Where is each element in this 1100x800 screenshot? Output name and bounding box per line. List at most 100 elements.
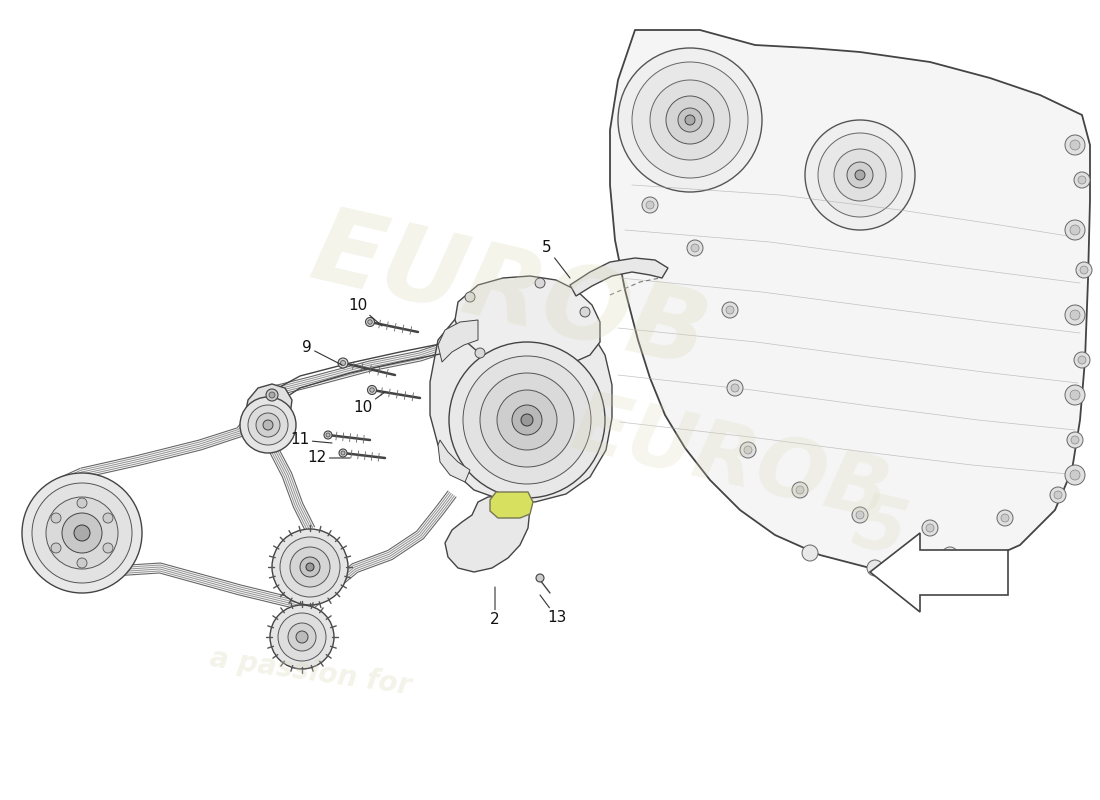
- Circle shape: [535, 278, 544, 288]
- Circle shape: [365, 318, 374, 326]
- Circle shape: [855, 170, 865, 180]
- Text: 13: 13: [540, 595, 566, 626]
- Circle shape: [449, 342, 605, 498]
- Circle shape: [1071, 436, 1079, 444]
- Circle shape: [805, 120, 915, 230]
- Text: 5: 5: [542, 241, 570, 278]
- Circle shape: [341, 451, 345, 455]
- Circle shape: [280, 537, 340, 597]
- Text: 5: 5: [846, 488, 914, 572]
- Circle shape: [74, 525, 90, 541]
- Circle shape: [1070, 140, 1080, 150]
- Circle shape: [834, 149, 886, 201]
- Circle shape: [1065, 305, 1085, 325]
- Text: 9: 9: [302, 339, 342, 365]
- Circle shape: [536, 574, 544, 582]
- Circle shape: [475, 348, 485, 358]
- Polygon shape: [438, 440, 470, 482]
- Circle shape: [1065, 135, 1085, 155]
- Circle shape: [818, 133, 902, 217]
- Polygon shape: [430, 300, 612, 502]
- Circle shape: [1054, 491, 1062, 499]
- Circle shape: [685, 115, 695, 125]
- Circle shape: [1065, 385, 1085, 405]
- Circle shape: [847, 162, 873, 188]
- Polygon shape: [455, 276, 600, 367]
- Circle shape: [248, 405, 288, 445]
- Circle shape: [367, 320, 372, 324]
- Polygon shape: [438, 320, 478, 362]
- Circle shape: [46, 497, 118, 569]
- Circle shape: [77, 558, 87, 568]
- Circle shape: [256, 413, 280, 437]
- Circle shape: [338, 358, 348, 368]
- Circle shape: [370, 388, 374, 392]
- Circle shape: [480, 373, 574, 467]
- Text: 10: 10: [353, 392, 385, 415]
- Circle shape: [727, 380, 742, 396]
- Circle shape: [300, 557, 320, 577]
- Circle shape: [678, 108, 702, 132]
- Circle shape: [1065, 465, 1085, 485]
- Polygon shape: [446, 496, 530, 572]
- Text: a passion for: a passion for: [208, 644, 412, 700]
- Circle shape: [1001, 514, 1009, 522]
- Circle shape: [650, 80, 730, 160]
- Text: 10: 10: [349, 298, 382, 326]
- Polygon shape: [490, 492, 534, 518]
- Polygon shape: [870, 533, 1008, 612]
- Circle shape: [722, 302, 738, 318]
- Circle shape: [77, 498, 87, 508]
- Circle shape: [632, 62, 748, 178]
- Circle shape: [240, 397, 296, 453]
- Text: EUROB: EUROB: [563, 384, 896, 536]
- Text: EUROB: EUROB: [302, 200, 718, 390]
- Circle shape: [51, 543, 60, 553]
- Circle shape: [792, 482, 808, 498]
- Circle shape: [1067, 432, 1084, 448]
- Circle shape: [1074, 352, 1090, 368]
- Circle shape: [278, 613, 326, 661]
- Circle shape: [867, 560, 883, 576]
- Circle shape: [852, 507, 868, 523]
- Circle shape: [1078, 356, 1086, 364]
- Circle shape: [32, 483, 132, 583]
- Circle shape: [856, 511, 864, 519]
- Circle shape: [51, 513, 60, 523]
- Circle shape: [463, 356, 591, 484]
- Circle shape: [926, 524, 934, 532]
- Circle shape: [272, 529, 348, 605]
- Circle shape: [306, 563, 313, 571]
- Circle shape: [1065, 220, 1085, 240]
- Text: 12: 12: [307, 450, 350, 466]
- Circle shape: [341, 361, 345, 366]
- Circle shape: [512, 405, 542, 435]
- Circle shape: [270, 605, 334, 669]
- Circle shape: [1080, 266, 1088, 274]
- Circle shape: [1070, 390, 1080, 400]
- Circle shape: [726, 306, 734, 314]
- Circle shape: [290, 547, 330, 587]
- Circle shape: [263, 420, 273, 430]
- Circle shape: [1070, 225, 1080, 235]
- Circle shape: [942, 547, 958, 563]
- Circle shape: [688, 240, 703, 256]
- Circle shape: [732, 384, 739, 392]
- Circle shape: [1078, 176, 1086, 184]
- Circle shape: [1074, 172, 1090, 188]
- Circle shape: [521, 414, 534, 426]
- Circle shape: [740, 442, 756, 458]
- Circle shape: [691, 244, 698, 252]
- Circle shape: [270, 392, 275, 398]
- Text: 11: 11: [290, 433, 332, 447]
- Circle shape: [1076, 262, 1092, 278]
- Circle shape: [1050, 487, 1066, 503]
- Circle shape: [922, 520, 938, 536]
- Circle shape: [296, 631, 308, 643]
- Circle shape: [618, 48, 762, 192]
- Circle shape: [324, 431, 332, 439]
- Circle shape: [22, 473, 142, 593]
- Circle shape: [997, 510, 1013, 526]
- Polygon shape: [570, 258, 668, 296]
- Circle shape: [288, 623, 316, 651]
